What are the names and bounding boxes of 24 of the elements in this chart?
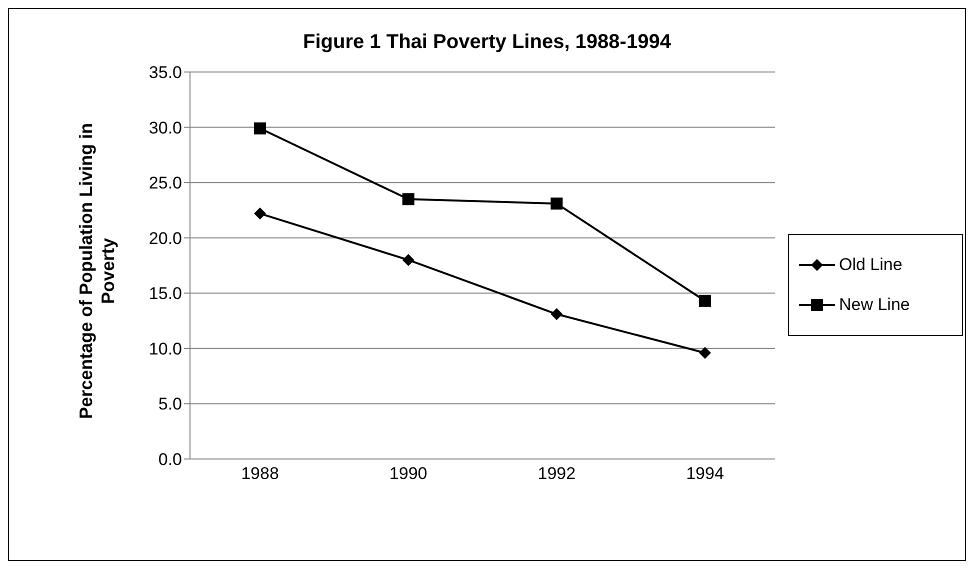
chart-title: Figure 1 Thai Poverty Lines, 1988-1994 <box>302 31 672 54</box>
point <box>254 122 266 134</box>
point <box>550 308 563 320</box>
x-tick-label: 1990 <box>389 464 428 484</box>
x-tick-label: 1992 <box>538 464 576 484</box>
y-tick-label: 15.0 <box>148 284 182 304</box>
point <box>699 294 711 307</box>
y-tick-label: 5.0 <box>158 394 182 414</box>
y-tick-label: 20.0 <box>148 228 182 248</box>
y-tick-label: 30.0 <box>148 118 182 138</box>
y-tick-label: 0.0 <box>158 450 182 470</box>
legend-label: Old Line <box>839 254 902 276</box>
point <box>550 198 563 210</box>
y-tick-label: 10.0 <box>148 339 182 358</box>
y-tick-label: 35.0 <box>148 63 182 82</box>
legend-label: New Line <box>839 294 910 316</box>
point <box>699 346 711 359</box>
x-tick-label: 1988 <box>241 464 279 484</box>
x-tick-label: 1994 <box>686 464 724 484</box>
point <box>254 208 266 220</box>
point <box>402 254 414 266</box>
y-tick-label: 25.0 <box>148 174 182 193</box>
point <box>402 193 414 206</box>
y-axis-title: Percentage of Population Living in Poverty <box>75 122 119 422</box>
